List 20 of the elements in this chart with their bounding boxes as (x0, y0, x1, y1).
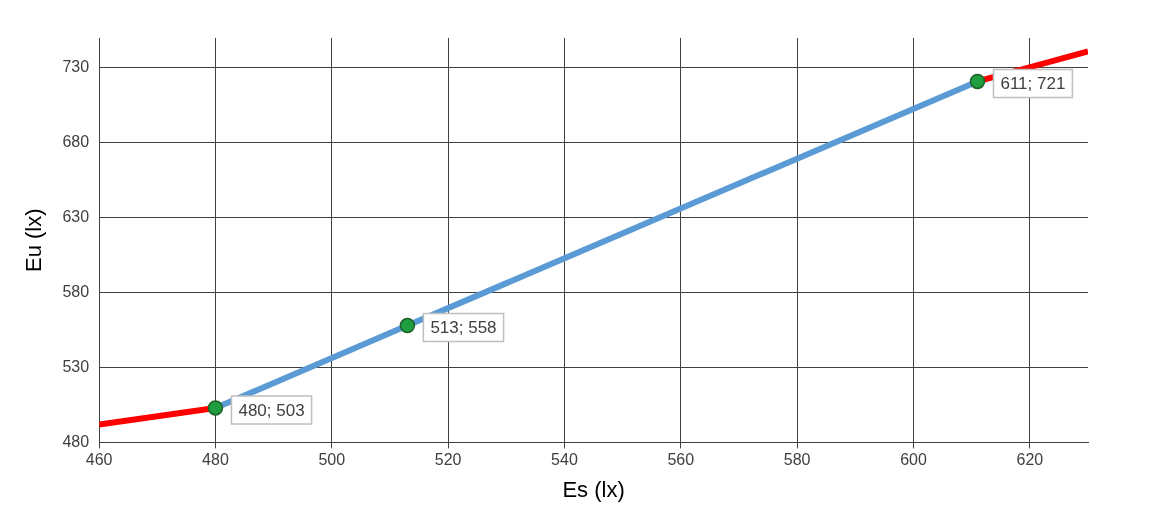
x-tick-label: 500 (318, 451, 346, 469)
y-tick-label: 680 (62, 133, 90, 151)
data-label: 513; 558 (430, 318, 497, 338)
data-label: 611; 721 (1000, 74, 1066, 94)
data-label: 480; 503 (238, 400, 305, 420)
y-tick-label: 580 (62, 283, 90, 301)
y-axis-title: Eu (lx) (21, 208, 47, 272)
x-tick-label: 620 (1016, 451, 1044, 469)
x-tick-label: 560 (667, 451, 695, 469)
x-tick-label: 600 (900, 451, 927, 469)
x-tick-label: 540 (551, 451, 578, 469)
y-tick-label: 630 (62, 208, 90, 226)
y-tick-label: 530 (62, 357, 90, 375)
y-tick-label: 480 (62, 432, 90, 450)
x-tick-label: 460 (85, 451, 113, 469)
x-tick-label: 520 (434, 451, 462, 469)
x-tick-label: 580 (783, 451, 811, 469)
x-tick-label: 480 (202, 451, 229, 469)
y-tick-label: 730 (62, 58, 90, 76)
x-axis-title: Es (lx) (562, 476, 625, 502)
